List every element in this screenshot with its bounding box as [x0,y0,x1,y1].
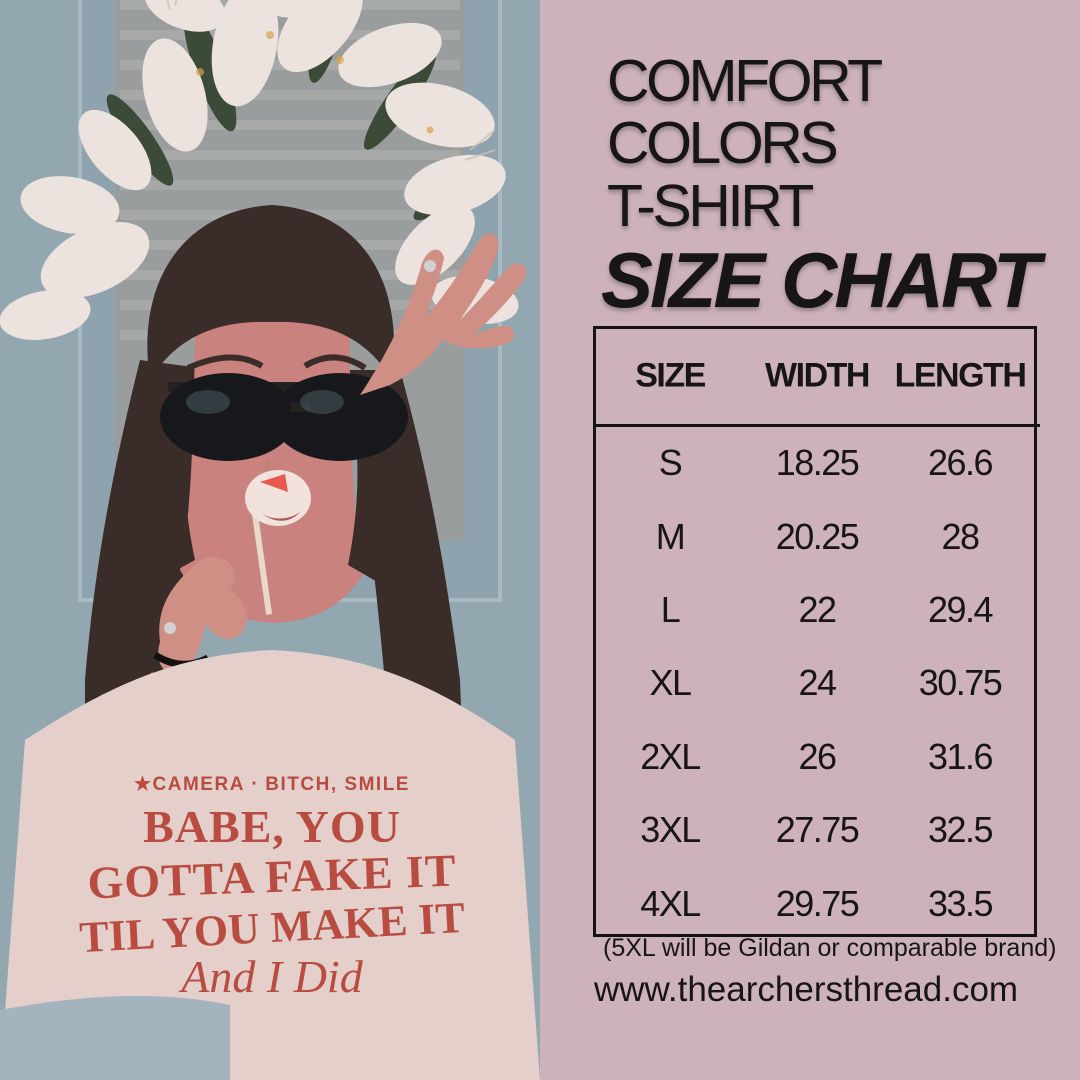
svg-text:BABE, YOU: BABE, YOU [143,801,401,852]
svg-text:And I Did: And I Did [178,951,363,1002]
svg-text:★CAMERA ‧ BITCH, SMILE: ★CAMERA ‧ BITCH, SMILE [134,774,410,795]
